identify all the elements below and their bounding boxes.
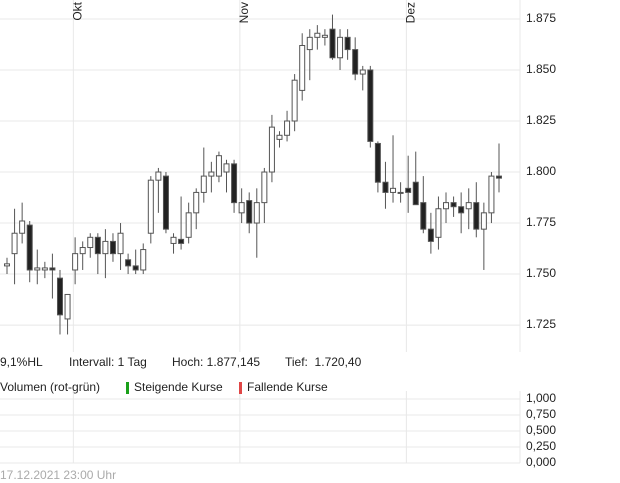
y-tick-label: 1.725 bbox=[526, 317, 556, 331]
candle-body bbox=[147, 179, 154, 234]
candle-body bbox=[412, 181, 419, 206]
candle-body bbox=[306, 36, 313, 51]
x-tick-label: Dez bbox=[404, 2, 418, 23]
candle-body bbox=[397, 191, 404, 194]
candle-body bbox=[11, 232, 18, 255]
candle-body bbox=[382, 181, 389, 193]
candle-body bbox=[185, 212, 192, 238]
candle-body bbox=[465, 202, 472, 210]
candle-body bbox=[102, 240, 109, 255]
candle-body bbox=[352, 49, 359, 75]
volume-title: Volumen (rot-grün) bbox=[0, 380, 100, 394]
candle-body bbox=[420, 202, 427, 230]
candle-body bbox=[367, 69, 374, 142]
candle-body bbox=[223, 163, 230, 173]
y-tick-label: 1.800 bbox=[526, 164, 556, 178]
candle-body bbox=[34, 267, 41, 271]
candle-body bbox=[132, 265, 139, 271]
candle-body bbox=[268, 126, 275, 173]
y-tick-label: 1.750 bbox=[526, 266, 556, 280]
candle-body bbox=[488, 175, 495, 214]
candle-body bbox=[140, 249, 147, 271]
candle-body bbox=[238, 202, 245, 214]
candle-body bbox=[155, 171, 162, 181]
candle-body bbox=[208, 171, 215, 177]
candle-body bbox=[94, 236, 101, 255]
candle-body bbox=[284, 120, 291, 136]
candle-body bbox=[496, 175, 502, 179]
candle-body bbox=[162, 175, 169, 230]
candle-body bbox=[480, 212, 487, 230]
legend-swatch bbox=[239, 382, 242, 394]
candle-body bbox=[49, 267, 56, 271]
candle-body bbox=[374, 142, 381, 183]
candle-body bbox=[193, 191, 200, 214]
volume-y-tick-label: 0,750 bbox=[526, 407, 556, 421]
candle-body bbox=[405, 187, 412, 193]
candle-body bbox=[321, 34, 328, 38]
candle-body bbox=[344, 36, 351, 51]
candle-body bbox=[72, 253, 79, 271]
x-tick-label: Nov bbox=[237, 2, 251, 23]
y-tick-label: 1.825 bbox=[526, 113, 556, 127]
candle-body bbox=[458, 206, 465, 214]
candle-body bbox=[299, 45, 306, 91]
candle-body bbox=[56, 277, 63, 316]
candle-body bbox=[450, 202, 457, 208]
candle-body bbox=[329, 28, 336, 59]
candle-body bbox=[473, 202, 480, 230]
candle-body bbox=[117, 232, 124, 255]
legend-swatch bbox=[126, 382, 129, 394]
volume-y-tick-label: 1,000 bbox=[526, 391, 556, 405]
candle-body bbox=[435, 208, 442, 238]
y-tick-label: 1.850 bbox=[526, 62, 556, 76]
candle-body bbox=[314, 32, 321, 38]
candle-body bbox=[79, 247, 86, 255]
candle-body bbox=[87, 236, 94, 249]
candle-body bbox=[231, 163, 238, 204]
candle-body bbox=[19, 220, 26, 234]
candle-body bbox=[443, 202, 450, 210]
candle-body bbox=[337, 36, 344, 59]
candle-body bbox=[291, 79, 298, 122]
volume-y-tick-label: 0,500 bbox=[526, 423, 556, 437]
candle-body bbox=[4, 263, 10, 267]
candle-body bbox=[109, 240, 116, 255]
candle-body bbox=[200, 175, 207, 193]
candle-body bbox=[41, 267, 48, 271]
volume-y-tick-label: 0,000 bbox=[526, 455, 556, 469]
candle-body bbox=[253, 202, 260, 224]
candle-body bbox=[125, 259, 132, 267]
candle-body bbox=[246, 200, 253, 224]
candle-body bbox=[26, 224, 33, 271]
candle-body bbox=[170, 236, 177, 244]
info-high: Hoch: 1.877,145 bbox=[172, 355, 260, 369]
y-tick-label: 1.875 bbox=[526, 11, 556, 25]
info-interval: Intervall: 1 Tag bbox=[69, 355, 147, 369]
volume-y-tick-label: 0,250 bbox=[526, 439, 556, 453]
info-range: 9,1%HL bbox=[0, 355, 43, 369]
candle-body bbox=[261, 171, 268, 204]
timestamp: 17.12.2021 23:00 Uhr bbox=[0, 468, 116, 482]
legend-label: Steigende Kurse bbox=[134, 380, 223, 394]
candle-body bbox=[64, 293, 71, 320]
candle-body bbox=[178, 238, 185, 244]
x-tick-label: Okt bbox=[71, 1, 85, 20]
info-low: Tief: 1.720,40 bbox=[285, 355, 362, 369]
candle-body bbox=[276, 134, 283, 140]
candle-body bbox=[427, 228, 434, 242]
candle-body bbox=[359, 69, 366, 75]
legend-label: Fallende Kurse bbox=[247, 380, 328, 394]
candle-body bbox=[390, 187, 397, 193]
candle-body bbox=[215, 155, 222, 177]
y-tick-label: 1.775 bbox=[526, 215, 556, 229]
